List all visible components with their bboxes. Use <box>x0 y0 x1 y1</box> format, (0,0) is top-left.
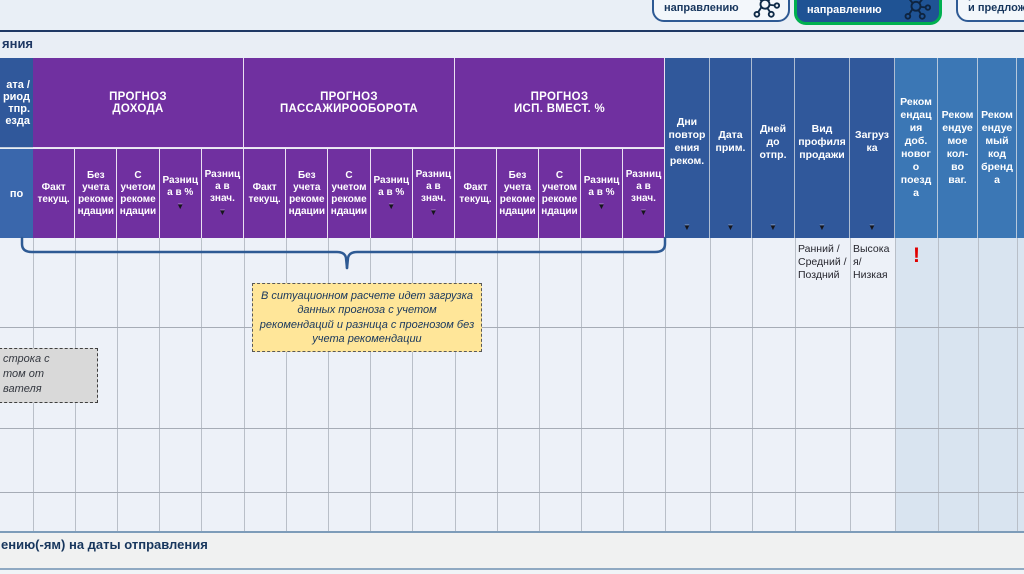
table-bottom-border <box>0 531 1024 533</box>
filter-dropdown-icon[interactable]: ▼ <box>387 202 396 211</box>
group-capacity-usage: ПРОГНОЗ ИСП. ВМЕСТ. % <box>455 58 665 148</box>
cell-sales-profile-value[interactable]: Ранний / Средний / Поздний <box>798 243 847 281</box>
col-load: Загрузка ▼ <box>850 58 895 238</box>
col-with-recommendation: С учетом рекомендации <box>117 149 160 238</box>
col-fact-current: Факт текущ. <box>244 149 287 238</box>
col-diff-percent: Разница в % ▼ <box>581 149 623 238</box>
filter-dropdown-icon[interactable]: ▼ <box>769 223 777 232</box>
tab-label: по направлению <box>664 0 739 14</box>
filter-dropdown-icon[interactable]: ▼ <box>683 223 691 232</box>
filter-dropdown-icon[interactable]: ▼ <box>176 202 185 211</box>
col-fact-current: Факт текущ. <box>455 149 497 238</box>
cell-load-value[interactable]: Высокая/ Низкая <box>853 243 890 281</box>
frozen-col-subheader: по <box>0 149 33 238</box>
col-without-recommendation: Без учета рекомендации <box>497 149 539 238</box>
tab-label: решений и предложений <box>968 0 1024 14</box>
col-diff-value: Разница в знач. ▼ <box>201 149 245 238</box>
recommendation-columns: Рекомендация доб. нового поезда Рекоменд… <box>895 58 1024 238</box>
col-without-recommendation: Без учета рекомендации <box>75 149 118 238</box>
col-sales-profile-type: Вид профиля продажи ▼ <box>795 58 850 238</box>
col-recommendation-repeat-days: Дни повторения реком. ▼ <box>665 58 710 238</box>
subheader-row-turnover: Факт текущ. Без учета рекомендации С уче… <box>244 149 456 238</box>
tab-by-direction[interactable]: по направлению <box>652 0 790 22</box>
network-icon <box>753 0 780 18</box>
group-income: ПРОГНОЗ ДОХОДА <box>33 58 244 148</box>
group-title: ПРОГНОЗ ПАССАЖИРООБОРОТА <box>244 58 455 148</box>
col-recommended-brand-code: Рекомендуемый код бренда <box>978 58 1017 238</box>
subheader-row-income: Факт текущ. Без учета рекомендации С уче… <box>33 149 245 238</box>
col-without-recommendation: Без учета рекомендации <box>286 149 329 238</box>
row-note-callout: строка с том от вателя <box>0 348 98 403</box>
col-partial-edge <box>1017 58 1024 238</box>
col-apply-date: Дата прим. ▼ <box>710 58 752 238</box>
footer-text: ению(-ям) на даты отправления <box>1 537 208 552</box>
tab-decisions-proposals[interactable]: решений и предложений <box>956 0 1024 22</box>
col-with-recommendation: С учетом рекомендации <box>328 149 371 238</box>
col-diff-percent: Разница в % ▼ <box>159 149 202 238</box>
col-new-train-recommendation: Рекомендация доб. нового поезда <box>895 58 938 238</box>
filter-dropdown-icon[interactable]: ▼ <box>818 223 826 232</box>
group-passenger-turnover: ПРОГНОЗ ПАССАЖИРООБОРОТА <box>244 58 455 148</box>
blue-columns: Дни повторения реком. ▼ Дата прим. ▼ Дней … <box>665 58 895 238</box>
footer-under-strip <box>0 570 1024 574</box>
filter-dropdown-icon[interactable]: ▼ <box>726 223 735 232</box>
subheader-row-capacity: Факт текущ. Без учета рекомендации С уче… <box>455 149 665 238</box>
filter-dropdown-icon[interactable]: ▼ <box>429 208 438 217</box>
col-days-to-departure: Дней до отпр. ▼ <box>752 58 795 238</box>
col-diff-value: Разница в знач. ▼ <box>412 149 456 238</box>
col-diff-percent: Разница в % ▼ <box>370 149 413 238</box>
table-body <box>0 238 1024 531</box>
col-recommended-wagon-count: Рекомендуемое кол-во ваг. <box>938 58 978 238</box>
filter-dropdown-icon[interactable]: ▼ <box>218 208 227 217</box>
footer-band <box>0 533 1024 568</box>
top-divider <box>0 30 1024 32</box>
page-title: яния <box>2 36 34 51</box>
group-title: ПРОГНОЗ ИСП. ВМЕСТ. % <box>455 58 665 148</box>
cell-new-train-alert[interactable]: ! <box>913 244 920 267</box>
network-icon <box>904 0 931 20</box>
frozen-col-header: ата / риод тпр. езда <box>0 58 33 148</box>
group-title: ПРОГНОЗ ДОХОДА <box>33 58 244 148</box>
brace-annotation <box>20 236 667 270</box>
filter-dropdown-icon[interactable]: ▼ <box>868 223 876 232</box>
col-fact-current: Факт текущ. <box>33 149 76 238</box>
footer-divider <box>0 568 1024 570</box>
filter-dropdown-icon[interactable]: ▼ <box>639 208 648 217</box>
tab-forecast-by-direction-selected[interactable]: и прогноз по направлению <box>794 0 942 25</box>
filter-dropdown-icon[interactable]: ▼ <box>597 202 606 211</box>
tab-label: и прогноз по направлению <box>807 0 882 16</box>
col-with-recommendation: С учетом рекомендации <box>539 149 581 238</box>
col-diff-value: Разница в знач. ▼ <box>623 149 665 238</box>
recommendation-body-band <box>895 238 1024 531</box>
forecast-note-callout: В ситуационном расчете идет загрузка дан… <box>252 283 482 352</box>
